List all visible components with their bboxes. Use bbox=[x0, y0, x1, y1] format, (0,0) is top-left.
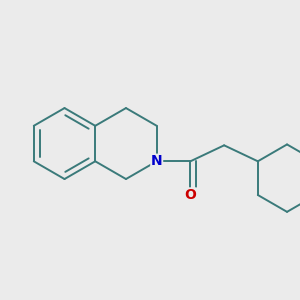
Text: O: O bbox=[184, 188, 196, 202]
Text: N: N bbox=[151, 154, 163, 168]
